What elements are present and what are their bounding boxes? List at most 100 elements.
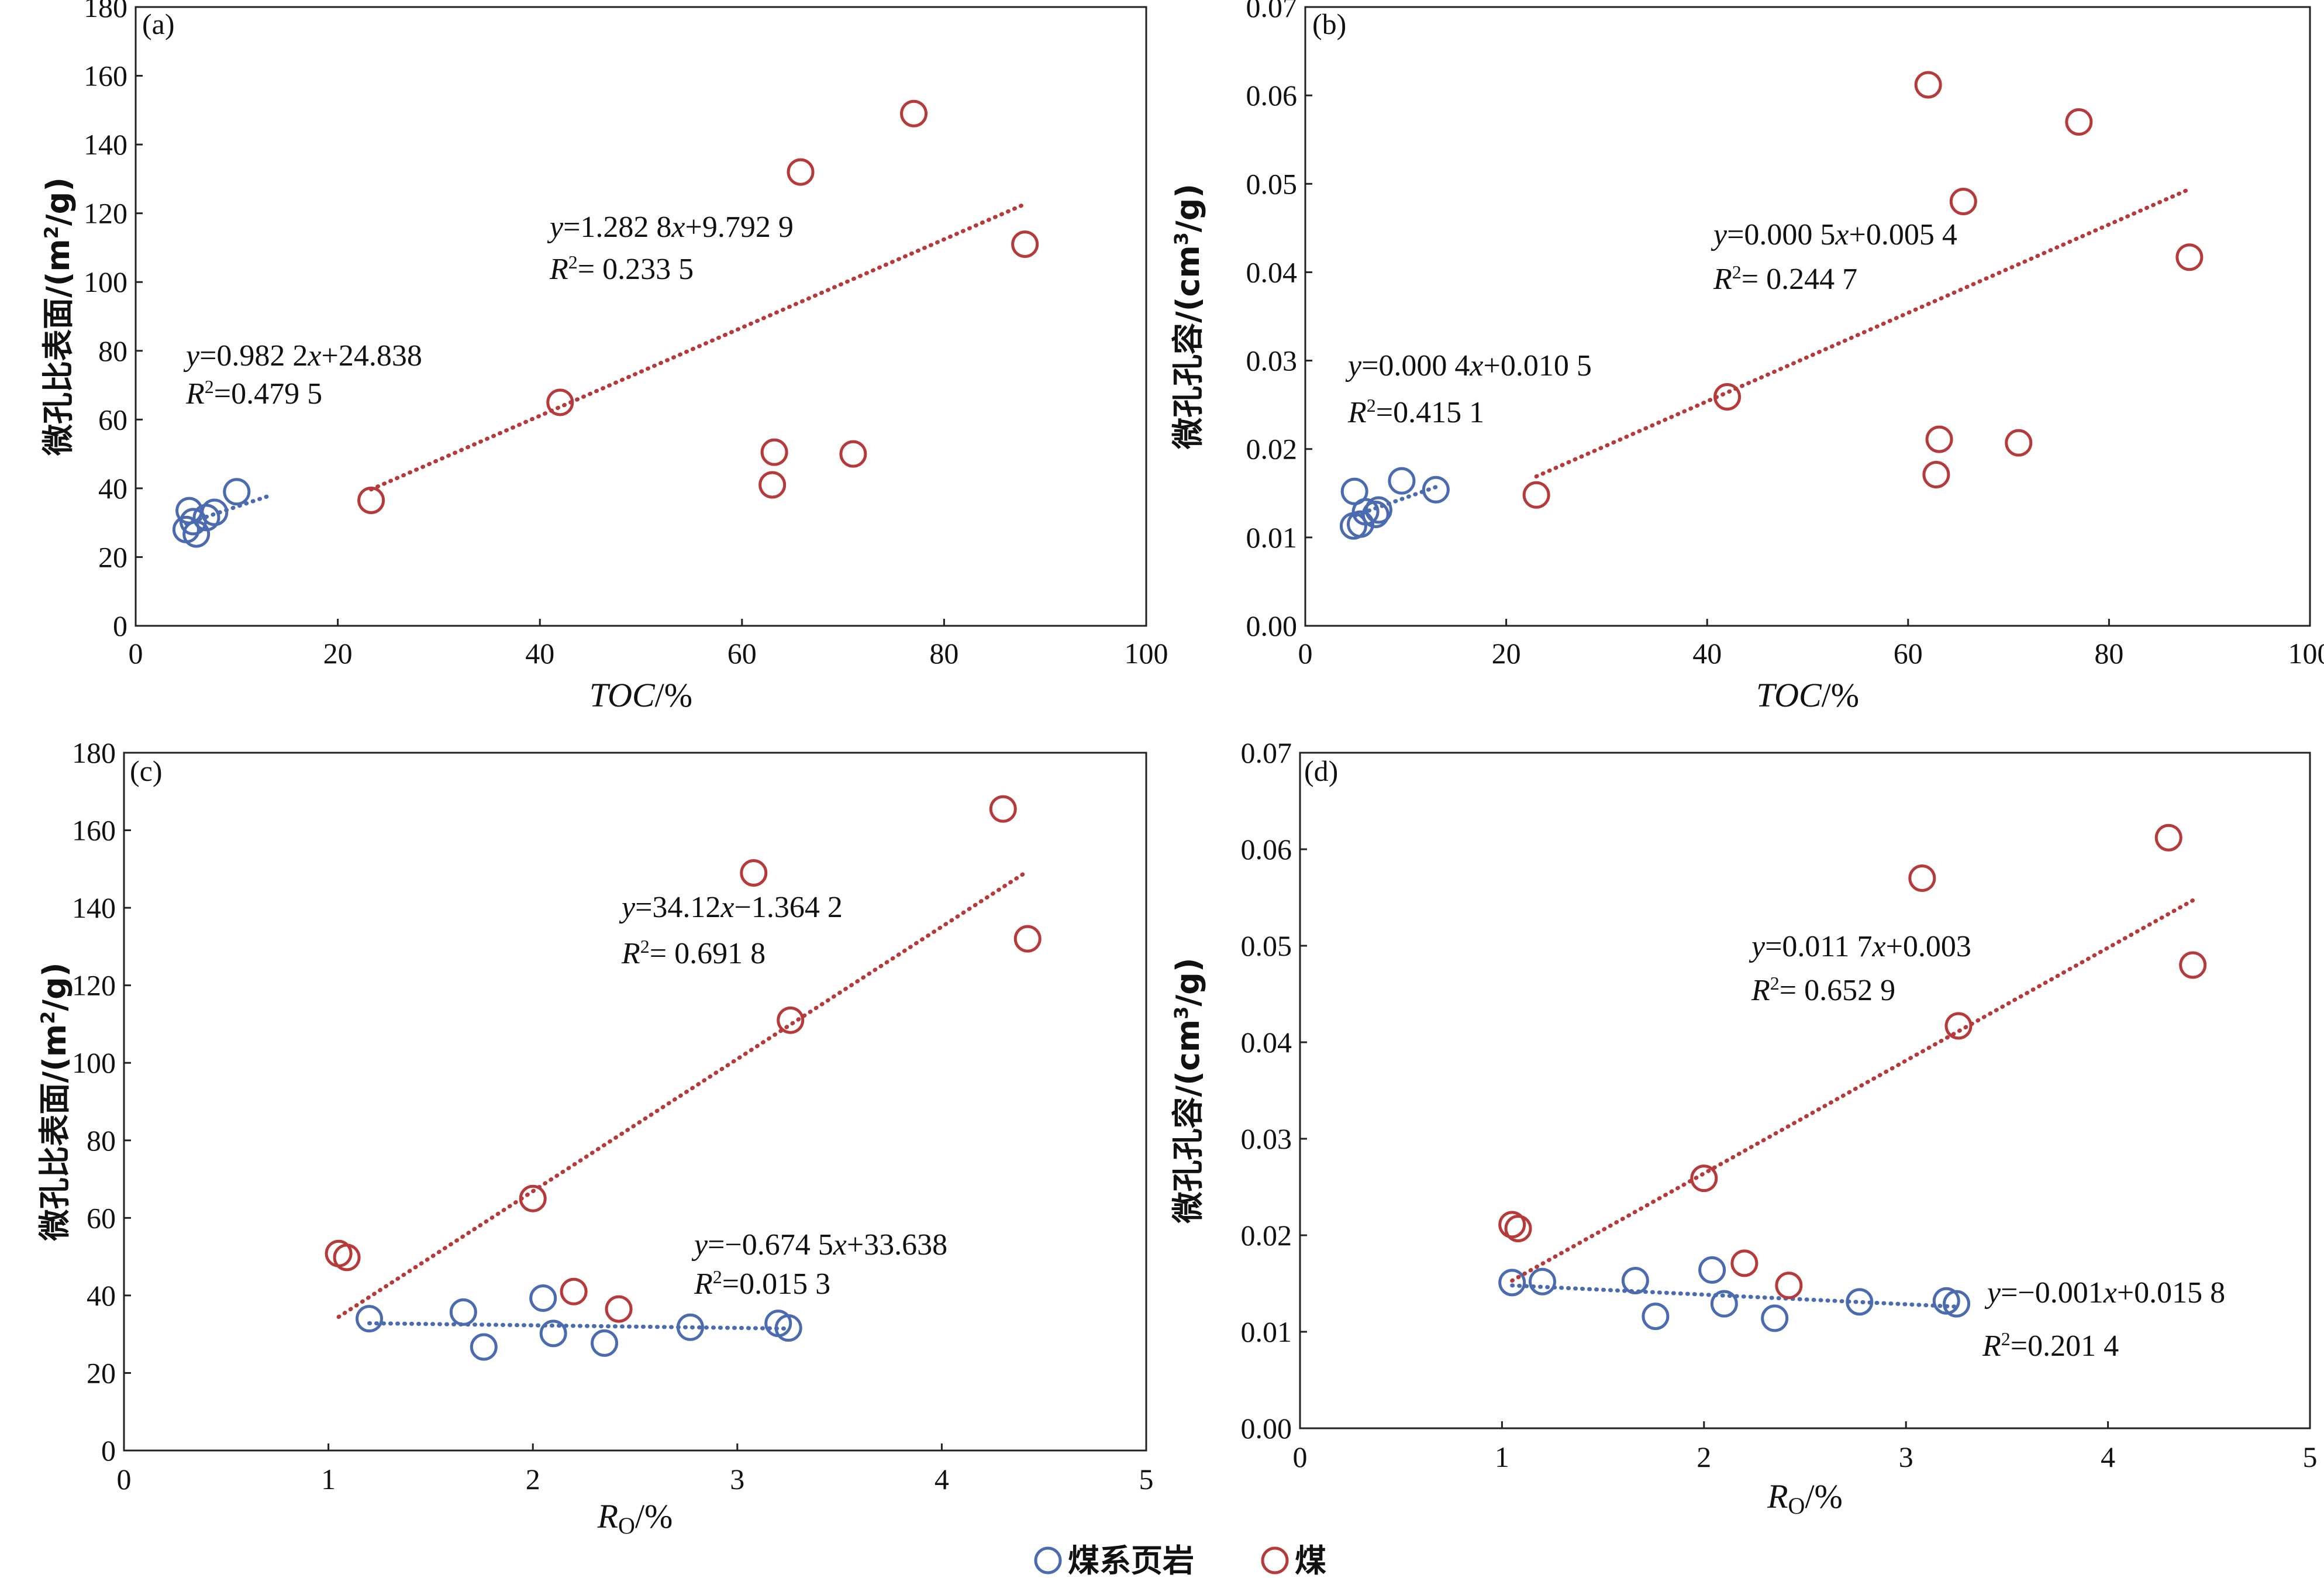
legend-label-shale: 煤系页岩 [1068,1542,1194,1578]
trendline [367,1321,791,1331]
x-axis-label: TOC/% [589,676,692,714]
y-tick-label: 60 [98,403,127,436]
panel-label: (b) [1312,8,1346,40]
y-tick-label: 0.05 [1241,929,1292,962]
y-tick-label: 160 [84,60,127,92]
trendline-r2: R2= 0.233 5 [549,251,694,286]
y-tick-label: 20 [87,1356,116,1389]
y-tick-label: 180 [72,736,116,769]
data-point [1775,1272,1803,1300]
x-tick-label: 100 [1125,637,1168,670]
trendline [1510,1283,1959,1309]
data-point [777,1006,805,1034]
x-tick-label: 4 [2101,1441,2115,1473]
data-point [787,158,815,186]
data-point [760,438,788,466]
y-tick-label: 0.01 [1241,1315,1292,1348]
x-tick-label: 3 [730,1463,744,1496]
y-axis-label: 微孔比表面/(m2/g) [40,177,77,456]
trendline-r2: R2= 0.652 9 [1751,973,1895,1007]
trendline-equation: y=0.011 7x+0.003 [1749,930,1971,963]
data-point [1730,1249,1758,1277]
x-axis-label: TOC/% [1756,676,1859,714]
data-point [1690,1164,1718,1193]
data-point [1388,467,1416,495]
x-tick-label: 0 [1293,1441,1308,1473]
x-tick-label: 60 [727,637,757,670]
series-shale [1498,1256,1971,1332]
data-point [1621,1267,1649,1295]
legend: 煤系页岩 煤 [1034,1542,1326,1578]
data-point [1914,71,1942,99]
x-tick-label: 5 [1139,1463,1154,1496]
data-point [1932,1287,1960,1315]
data-point [560,1277,588,1305]
x-tick-label: 100 [2288,637,2324,670]
y-tick-label: 140 [84,128,127,161]
data-point [591,1329,619,1357]
y-axis-label: 微孔孔容/(cm3/g) [1170,957,1206,1224]
trendline-r2: R2=0.415 1 [1347,395,1484,429]
trendline-r2: R2=0.015 3 [694,1266,830,1301]
y-tick-label: 20 [98,540,127,573]
trendline-equation: y=−0.674 5x+33.638 [691,1228,947,1262]
data-point [1761,1304,1789,1332]
data-point [192,504,220,532]
x-tick-label: 4 [935,1463,949,1496]
x-tick-label: 1 [1495,1441,1509,1473]
data-point [1498,1211,1526,1239]
data-point [201,498,229,526]
y-tick-label: 80 [87,1124,116,1157]
data-point [758,471,787,499]
data-point [2005,429,2033,457]
series-shale [356,1284,802,1361]
y-tick-label: 40 [98,472,127,505]
series-coal [357,99,1039,514]
data-point [546,388,574,416]
plot-frame [135,6,1147,627]
series-coal [1498,824,2207,1300]
y-tick-label: 0.07 [1246,0,1298,23]
x-tick-label: 2 [526,1463,540,1496]
data-point [1642,1303,1670,1331]
x-tick-label: 20 [1492,637,1521,670]
x-axis-label: RO/% [597,1497,673,1539]
data-point [470,1333,498,1361]
data-point [223,478,251,506]
data-point [605,1295,633,1323]
trendline [369,202,1027,492]
data-point [539,1319,567,1348]
data-point [449,1298,477,1326]
y-tick-label: 0.02 [1246,433,1298,466]
data-point [1498,1269,1526,1297]
x-tick-label: 0 [129,637,143,670]
data-point [839,440,867,468]
data-point [774,1314,802,1342]
y-tick-label: 40 [87,1279,116,1312]
legend-label-coal: 煤 [1295,1542,1326,1578]
y-tick-label: 0.04 [1246,256,1298,288]
plot-frame [123,752,1147,1452]
data-point [1346,510,1374,538]
x-tick-label: 0 [1298,637,1313,670]
data-point [357,486,385,514]
trendline-equation: y=0.982 2x+24.838 [183,339,422,373]
data-point [1528,1267,1556,1296]
y-tick-label: 80 [98,335,127,367]
data-point [1908,864,1936,892]
data-point [1011,230,1039,259]
trendline-equation: y=0.000 5x+0.005 4 [1711,218,1957,251]
x-tick-label: 0 [117,1463,132,1496]
panel-label: (c) [130,754,163,787]
trendline-equation: y=−0.001x+0.015 8 [1984,1276,2225,1310]
trendline-equation: y=1.282 8x+9.792 9 [547,211,794,244]
trendline-r2: R2=0.201 4 [1982,1328,2119,1363]
x-tick-label: 80 [929,637,958,670]
x-tick-label: 40 [1692,637,1722,670]
x-tick-label: 20 [323,637,353,670]
y-tick-label: 0.03 [1241,1122,1292,1155]
x-axis-label: RO/% [1767,1477,1843,1519]
plot-frame [1304,6,2311,627]
series-shale [172,478,270,548]
y-tick-label: 100 [84,266,127,298]
